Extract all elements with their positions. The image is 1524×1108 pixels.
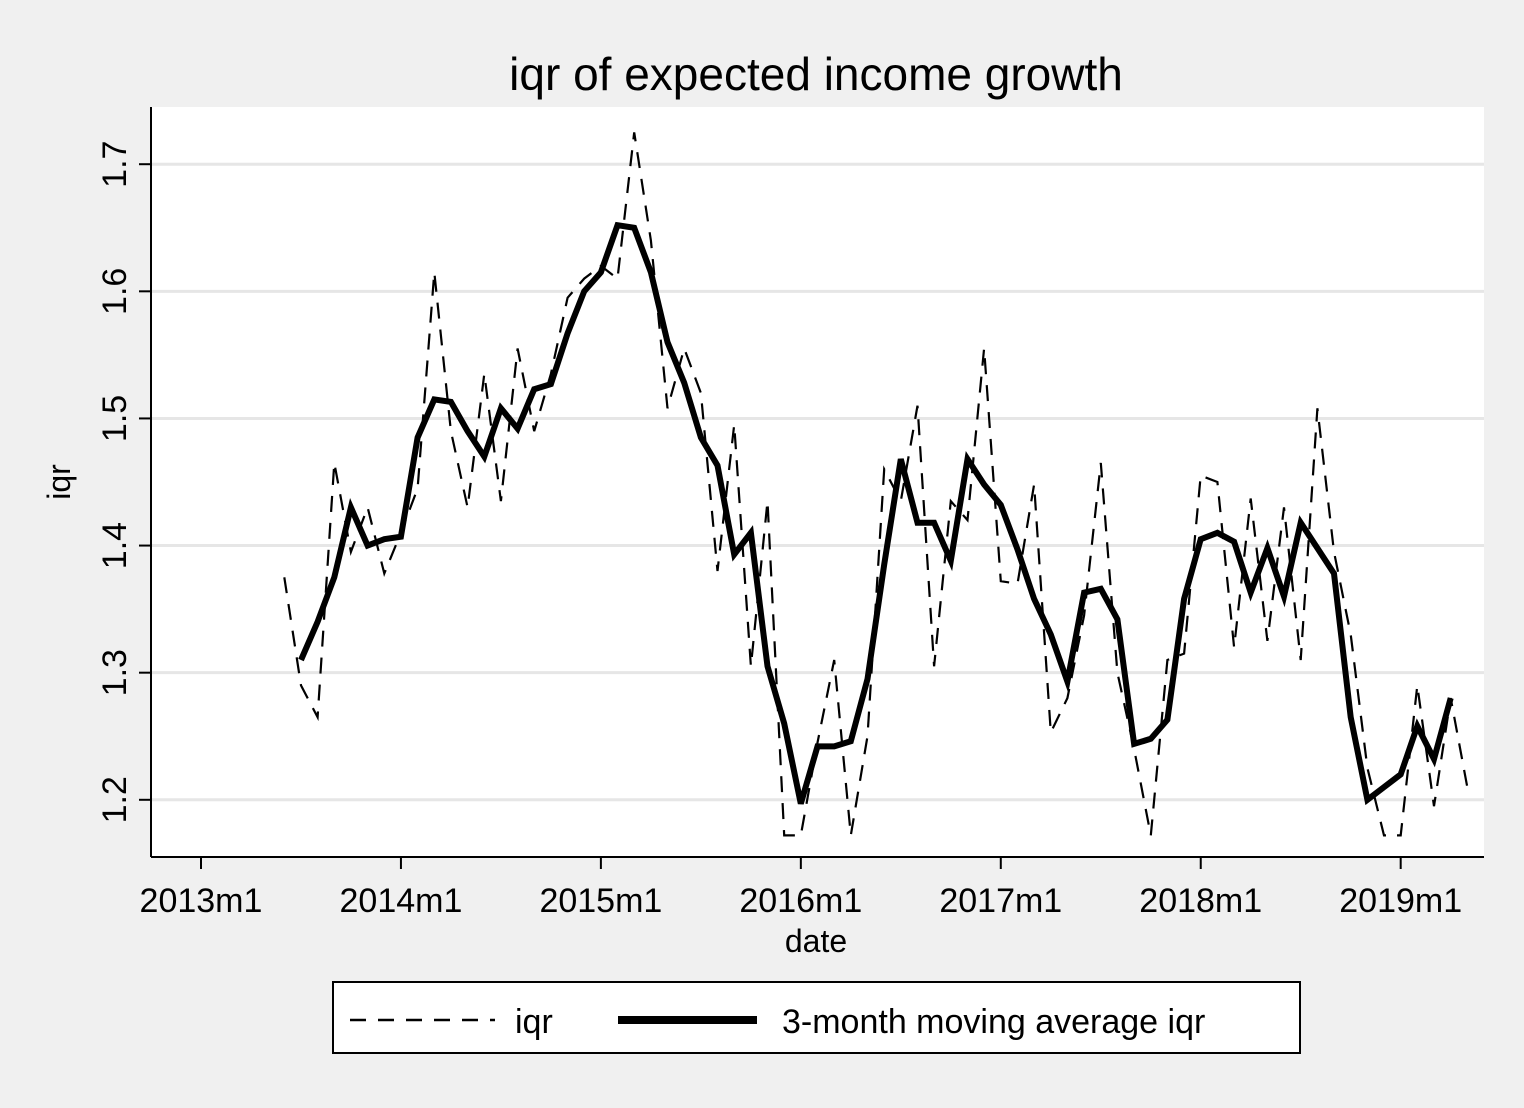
series-line-iqr [283,132,1469,837]
x-tick-label: 2017m1 [939,882,1062,920]
legend-box [332,981,1301,1054]
x-ticks: 2013m1 2014m1 2015m1 2016m1 2017m1 2018m1 2019… [140,857,1462,920]
plot-area [151,107,1484,857]
y-tick-label: 1.3 [96,649,134,696]
x-tick-label: 2015m1 [539,882,662,920]
x-tick-label: 2014m1 [340,882,463,920]
y-tick-label: 1.5 [96,395,134,442]
y-tick-label: 1.4 [96,522,134,569]
x-tick-label: 2019m1 [1339,882,1462,920]
x-tick-label: 2016m1 [739,882,862,920]
grid-lines [151,162,1484,802]
x-axis-title: date [785,923,847,959]
chart-title: iqr of expected income growth [509,48,1123,100]
series-layer [283,132,1469,837]
y-axis-title: iqr [41,464,77,500]
series-line-moving-average [298,221,1454,806]
x-tick-label: 2018m1 [1139,882,1262,920]
y-tick-label: 1.6 [96,268,134,315]
y-tick-label: 1.7 [96,141,134,188]
legend-label-moving-average: 3-month moving average iqr [782,1003,1205,1041]
y-tick-label: 1.2 [96,776,134,823]
y-ticks: 1.2 1.3 1.4 1.5 1.6 1.7 [96,141,151,823]
legend-label-iqr: iqr [515,1003,553,1041]
legend: iqr 3-month moving average iqr [332,981,1301,1054]
x-tick-label: 2013m1 [140,882,263,920]
